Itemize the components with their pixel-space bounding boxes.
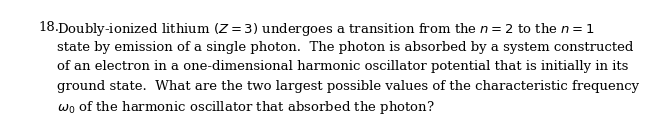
Text: $\omega_0$ of the harmonic oscillator that absorbed the photon?: $\omega_0$ of the harmonic oscillator th… — [57, 99, 435, 116]
Text: of an electron in a one-dimensional harmonic oscillator potential that is initia: of an electron in a one-dimensional harm… — [57, 60, 628, 73]
Text: 18.: 18. — [38, 21, 60, 34]
Text: ground state.  What are the two largest possible values of the characteristic fr: ground state. What are the two largest p… — [57, 80, 639, 93]
Text: Doubly-ionized lithium $(Z = 3)$ undergoes a transition from the $n = 2$ to the : Doubly-ionized lithium $(Z = 3)$ undergo… — [57, 21, 594, 38]
Text: state by emission of a single photon.  The photon is absorbed by a system constr: state by emission of a single photon. Th… — [57, 41, 633, 54]
